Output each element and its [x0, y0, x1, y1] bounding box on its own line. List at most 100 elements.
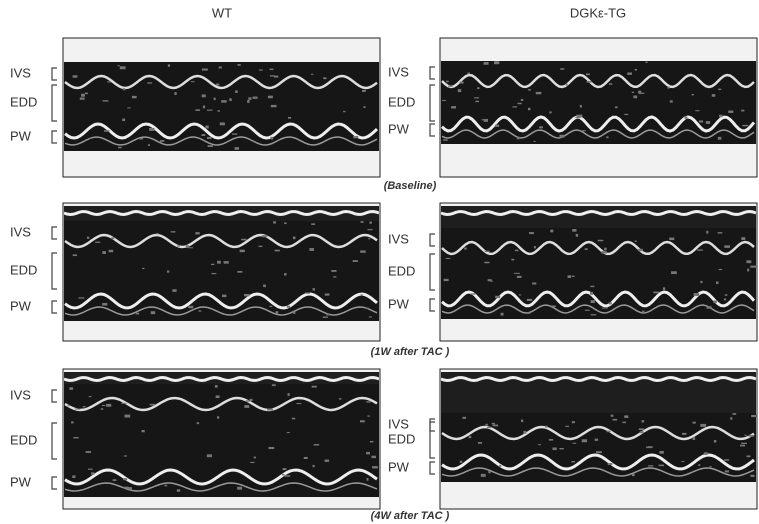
echo-speckle [248, 97, 252, 100]
echo-speckle [366, 478, 369, 481]
panel-label: IVS [10, 387, 31, 402]
echo-line [441, 425, 755, 441]
echo-speckle [586, 81, 592, 83]
echo-speckle [142, 267, 145, 270]
echo-speckle [667, 86, 670, 89]
echo-image [62, 202, 381, 342]
echo-speckle [369, 221, 372, 224]
echo-speckle [270, 104, 277, 108]
panel-label: PW [388, 121, 410, 136]
echo-speckle [571, 421, 575, 424]
echo-speckle [121, 402, 127, 404]
echo-speckle [196, 422, 200, 425]
echo-speckle [641, 420, 645, 423]
echo-speckle [267, 408, 274, 411]
echo-speckle [135, 312, 140, 315]
panel-label: IVS [10, 224, 31, 239]
echo-speckle [219, 122, 225, 126]
echo-speckle [309, 248, 315, 251]
echo-speckle [286, 305, 291, 308]
echo-speckle [459, 460, 463, 463]
echo-speckle [232, 133, 238, 135]
echo-speckle [249, 398, 253, 401]
echo-speckle [528, 232, 535, 235]
bracket [429, 123, 435, 137]
echo-speckle [360, 250, 366, 253]
echo-speckle [523, 430, 527, 434]
echo-speckle [305, 292, 310, 294]
echo-speckle [123, 478, 128, 481]
echo-speckle [711, 94, 716, 97]
echo-speckle [499, 464, 502, 467]
echo-speckle [159, 140, 165, 142]
panel-label: PW [10, 474, 32, 489]
echo-speckle [484, 250, 490, 252]
echo-speckle [538, 444, 542, 446]
echo-speckle [746, 260, 752, 264]
echo-speckle [338, 398, 342, 400]
echo-speckle [201, 94, 206, 98]
echo-speckle [235, 90, 238, 93]
echo-speckle [693, 293, 700, 296]
echo-speckle [494, 124, 500, 127]
echo-speckle [287, 116, 292, 119]
echo-speckle [464, 247, 467, 250]
echo-speckle [590, 300, 595, 304]
echo-speckle [368, 316, 372, 318]
echo-speckle [284, 222, 287, 225]
echo-speckle [607, 463, 613, 466]
echo-speckle [713, 440, 717, 443]
echo-line [64, 482, 378, 492]
echo-speckle [615, 106, 618, 109]
echo-speckle [106, 403, 112, 407]
echo-image [439, 37, 758, 178]
echo-speckle [362, 89, 366, 92]
echo-speckle [108, 249, 114, 253]
echo-line [64, 396, 378, 412]
column-header: WT [212, 5, 232, 20]
panel-label: EDD [388, 263, 415, 278]
echo-speckle [366, 307, 370, 310]
echo-speckle [477, 87, 480, 90]
echo-speckle [751, 415, 757, 418]
echo-speckle [447, 85, 453, 87]
echo-speckle [706, 306, 712, 309]
echo-speckle [150, 311, 156, 315]
bracket [429, 84, 435, 122]
echo-speckle [100, 408, 104, 410]
echo-speckle [658, 464, 665, 467]
echo-speckle [705, 121, 711, 124]
echo-speckle [284, 273, 287, 276]
echo-speckle [518, 294, 522, 296]
panel-label: PW [388, 296, 410, 311]
echo-speckle [69, 387, 74, 390]
echo-speckle [612, 418, 618, 421]
echo-speckle [81, 93, 85, 97]
echo-speckle [746, 455, 751, 458]
echo-speckle [263, 284, 266, 288]
echo-line [440, 115, 756, 133]
echo-speckle [214, 385, 218, 388]
echo-speckle [622, 421, 626, 424]
echo-speckle [141, 430, 145, 433]
echo-speckle [273, 75, 279, 78]
echo-speckle [571, 275, 575, 277]
echo-speckle [282, 473, 285, 476]
echo-speckle [445, 257, 451, 259]
echo-speckle [73, 437, 79, 439]
echo-speckle [303, 456, 308, 459]
echo-speckle [221, 100, 227, 103]
echo-speckle [719, 114, 723, 118]
echo-speckle [237, 271, 243, 273]
echo-speckle [88, 468, 93, 470]
echo-speckle [369, 440, 374, 443]
echo-speckle [258, 245, 263, 248]
echo-speckle [590, 285, 595, 288]
echo-speckle [95, 241, 101, 243]
panel-label: PW [10, 128, 32, 143]
echo-speckle [102, 100, 109, 102]
panel-label: PW [10, 298, 32, 313]
echo-image [62, 368, 381, 510]
echo-speckle [147, 144, 150, 146]
bracket [51, 476, 57, 490]
